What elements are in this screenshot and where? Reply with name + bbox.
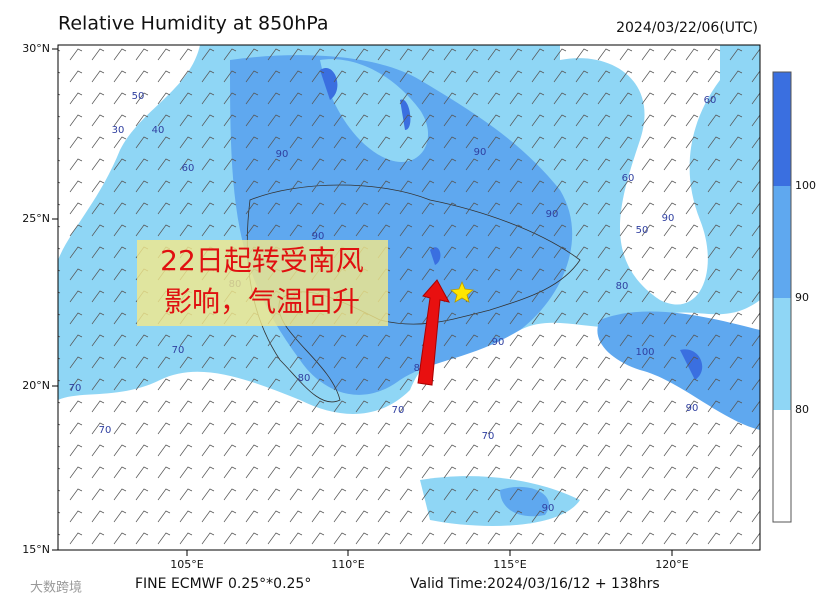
lon-label: 120°E (655, 558, 688, 571)
contour-label: 50 (132, 91, 145, 102)
colorbar-label: 90 (795, 291, 809, 304)
annotation-line: 影响，气温回升 (164, 285, 360, 318)
contour-label: 80 (298, 373, 311, 384)
contour-label: 90 (662, 213, 675, 224)
contour-label: 100 (635, 347, 654, 358)
contour-label: 90 (492, 337, 505, 348)
title: Relative Humidity at 850hPa (58, 13, 329, 35)
contour-labels: 5030406090909080907080708090707060901009… (69, 91, 717, 514)
contour-label: 90 (312, 231, 325, 242)
annotation-line: 22日起转受南风 (160, 244, 364, 277)
footer-valid: Valid Time:2024/03/16/12 + 138hrs (410, 576, 660, 592)
colorbar-label: 100 (795, 179, 816, 192)
star (450, 280, 474, 303)
contour-label: 80 (616, 281, 629, 292)
contour-label: 70 (482, 431, 495, 442)
map-axes: 30°N 25°N 20°N 15°N 105°E 110°E 115°E 120°E (22, 42, 689, 571)
lat-label: 30°N (22, 42, 50, 55)
lon-label: 110°E (331, 558, 364, 571)
date: 2024/03/22/06(UTC) (616, 20, 758, 36)
footer-model: FINE ECMWF 0.25°*0.25° (135, 576, 311, 592)
contour-label: 60 (182, 163, 195, 174)
contour-label: 50 (636, 225, 649, 236)
arrow (417, 279, 450, 386)
contour-label: 90 (542, 503, 555, 514)
colorbar (772, 71, 792, 523)
lat-label: 20°N (22, 379, 50, 392)
contour-label: 60 (704, 95, 717, 106)
colorbar-label: 80 (795, 403, 809, 416)
contour-label: 30 (112, 125, 125, 136)
lat-label: 25°N (22, 212, 50, 225)
lon-label: 115°E (493, 558, 526, 571)
contour-label: 90 (686, 403, 699, 414)
watermark: 大数跨境 (30, 581, 82, 596)
contour-label: 70 (69, 383, 82, 394)
contour-label: 70 (99, 425, 112, 436)
lon-label: 105°E (170, 558, 203, 571)
contour-label: 70 (172, 345, 185, 356)
annotation-box (137, 240, 388, 326)
contour-label: 40 (152, 125, 165, 136)
contour-label: 60 (622, 173, 635, 184)
lat-label: 15°N (22, 543, 50, 556)
contour-label: 90 (546, 209, 559, 220)
contour-label: 70 (392, 405, 405, 416)
contour-label: 90 (276, 149, 289, 160)
contour-label: 90 (474, 147, 487, 158)
